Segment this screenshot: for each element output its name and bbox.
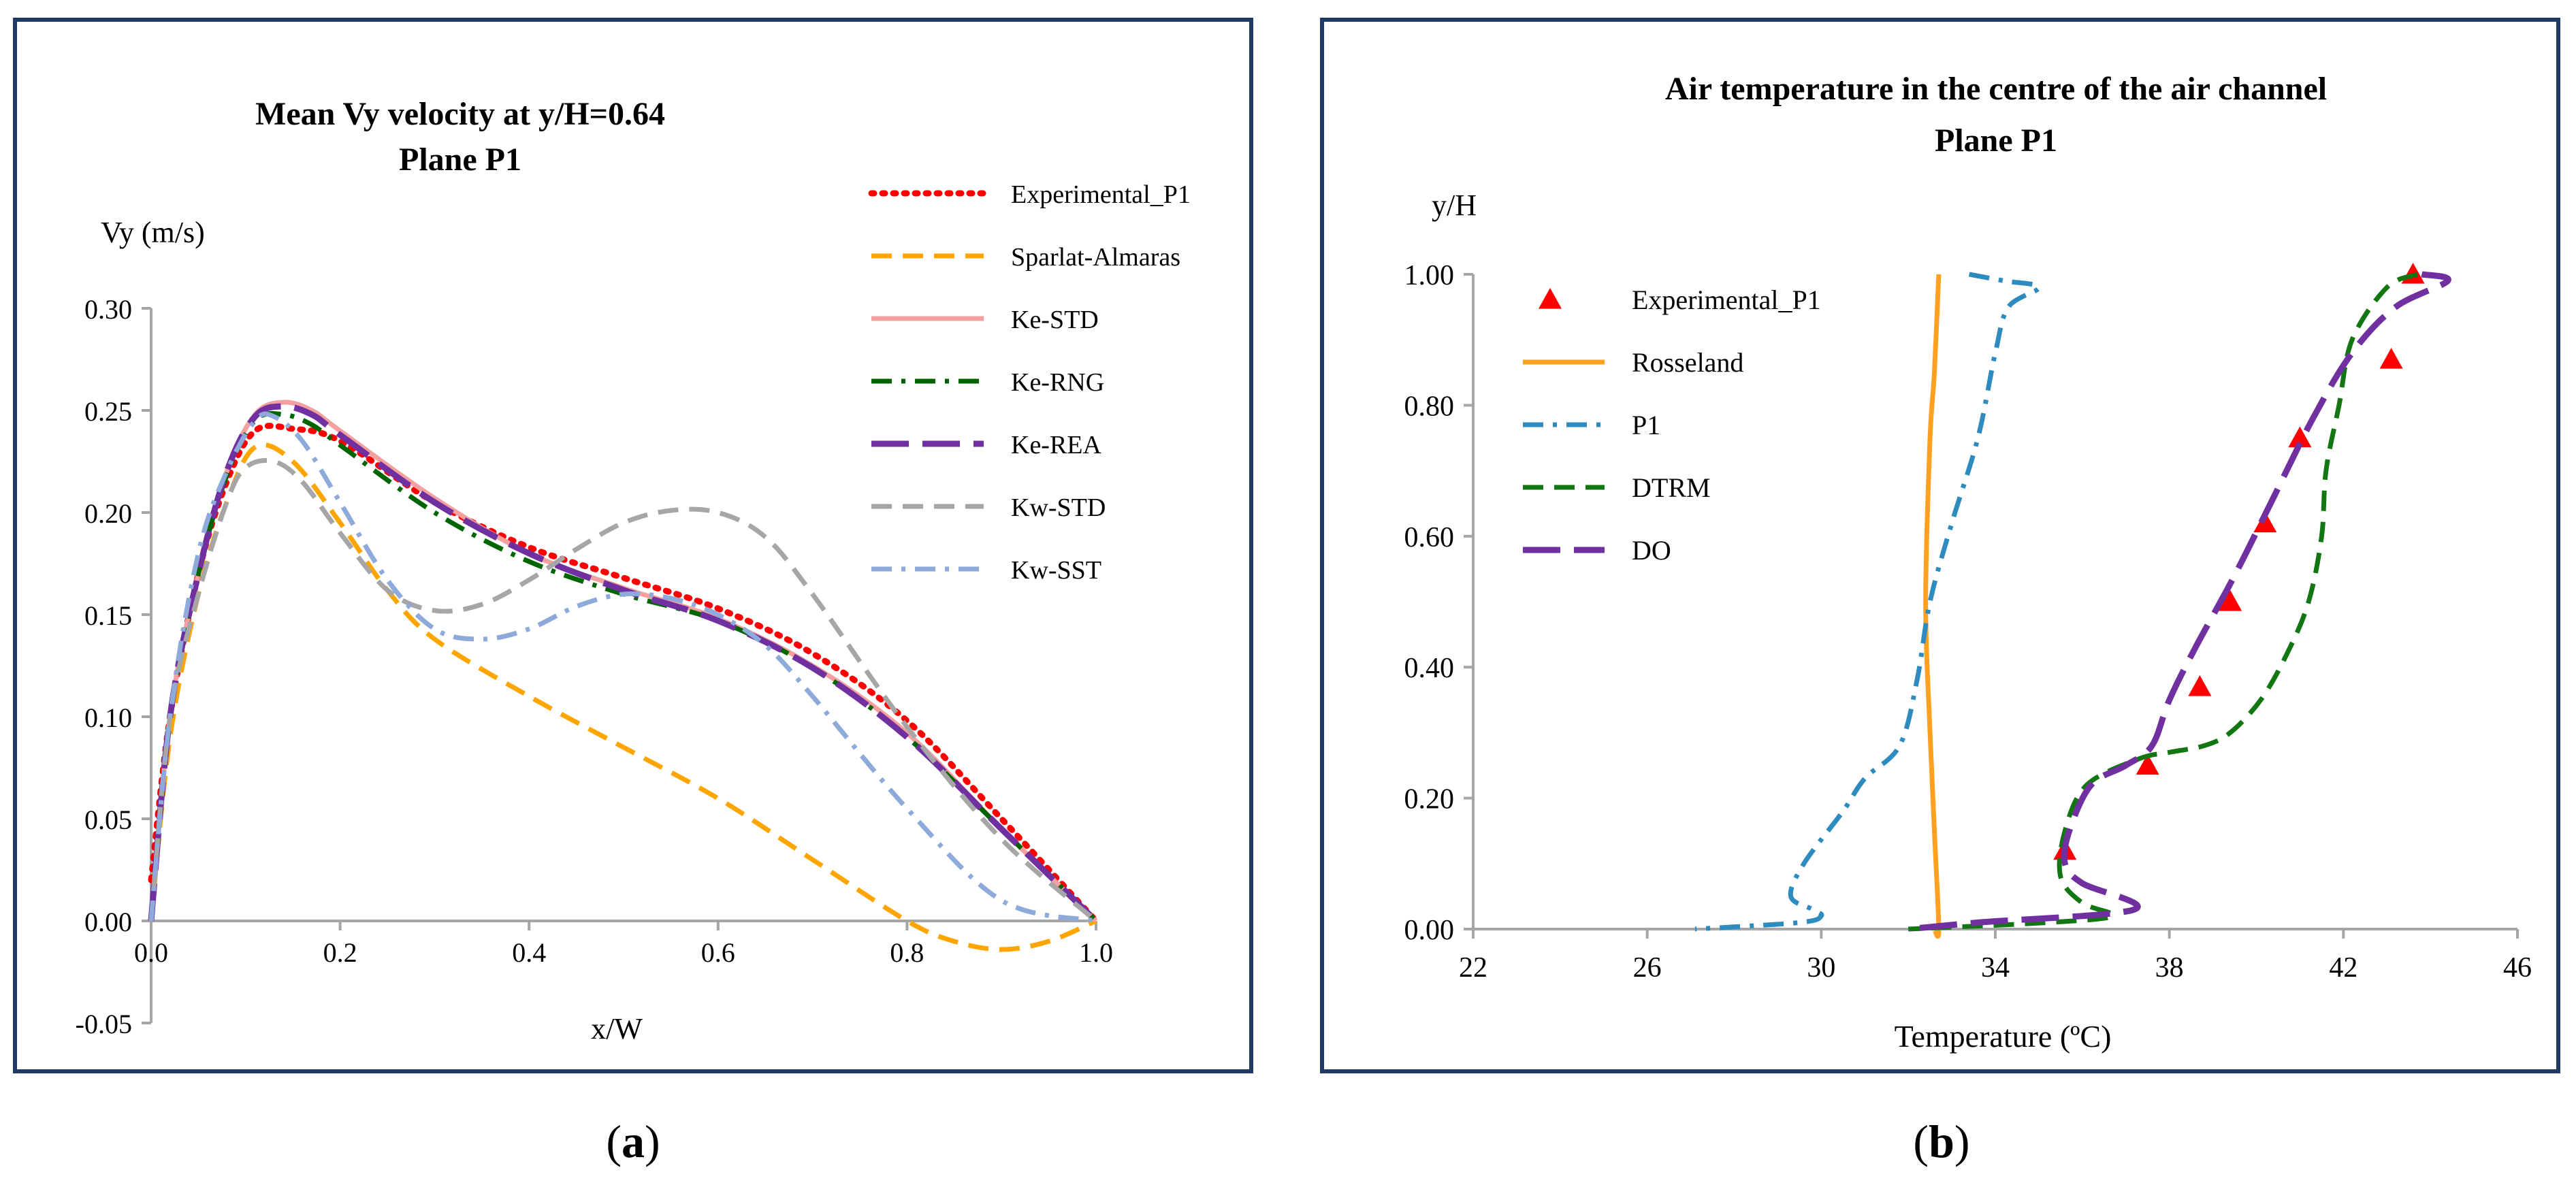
panel-b-title: Air temperature in the centre of the air… <box>1665 71 2327 107</box>
y-tick-label: 0.10 <box>84 702 132 733</box>
panel-b-border <box>1320 18 2560 1073</box>
panel-a-title: Mean Vy velocity at y/H=0.64 <box>255 96 665 132</box>
caption-a-close: ) <box>645 1116 660 1167</box>
legend-label-experimental-p1: Experimental_P1 <box>1011 180 1191 209</box>
series-line-dtrm <box>1908 272 2419 932</box>
series-line-kw-sst <box>148 411 1097 924</box>
legend-label-p1: P1 <box>1632 410 1660 440</box>
legend-label-ke-rng: Ke-RNG <box>1011 368 1104 397</box>
caption-b: (b) <box>1913 1116 1969 1167</box>
x-tick-label: 0.0 <box>134 937 168 968</box>
panel-b-ylabel: y/H <box>1432 189 1477 222</box>
caption-b-close: ) <box>1954 1116 1970 1167</box>
legend-label-do: DO <box>1632 535 1671 566</box>
x-tick-label: 42 <box>2329 952 2357 984</box>
data-point-experimental-p1 <box>2136 753 2159 775</box>
y-tick-label: 0.30 <box>84 294 132 325</box>
x-tick-label: 22 <box>1459 952 1487 984</box>
caption-b-open: ( <box>1913 1116 1929 1167</box>
caption-b-letter: b <box>1929 1116 1954 1167</box>
x-tick-label: 1.0 <box>1079 937 1113 968</box>
panel-a-ylabel: Vy (m/s) <box>101 216 205 249</box>
panel-a-border <box>13 18 1253 1073</box>
x-tick-label: 0.4 <box>512 937 546 968</box>
panel-b-plot: 0.00 0.20 0.40 0.60 0.80 1.00 22 26 30 34 38 42 46 <box>1404 260 2532 984</box>
series-line-rosseland <box>1923 274 1942 939</box>
data-point-experimental-p1 <box>2379 348 2403 369</box>
x-tick-label: 38 <box>2155 952 2184 984</box>
panel-a-legend: Experimental_P1 Sparlat-Almaras Ke-STD Ke-R… <box>868 180 1191 585</box>
panel-b-xlabel: Temperature (ºC) <box>1895 1019 2112 1054</box>
legend-label-sparlat-almaras: Sparlat-Almaras <box>1011 243 1180 272</box>
legend-label-experimental-p1: Experimental_P1 <box>1632 285 1821 315</box>
y-tick-label: 0.20 <box>1404 784 1455 815</box>
data-point-experimental-p1 <box>2219 590 2242 611</box>
legend-swatch-experimental-p1 <box>1539 288 1562 309</box>
y-tick-label: 0.20 <box>84 498 132 529</box>
x-tick-label: 0.2 <box>323 937 357 968</box>
x-tick-label: 46 <box>2503 952 2532 984</box>
y-tick-label: -0.05 <box>76 1009 132 1039</box>
legend-label-rosseland: Rosseland <box>1632 347 1743 378</box>
y-tick-label: 0.15 <box>84 600 132 631</box>
x-tick-label: 26 <box>1633 952 1662 984</box>
series-line-ke-rea <box>148 403 1099 924</box>
panel-a-xlabel: x/W <box>591 1012 643 1045</box>
panel-a-plot: -0.05 0.00 0.05 0.10 0.15 0.20 0.25 0.30 0.0 0.2 0… <box>76 294 1113 1039</box>
y-tick-label: 0.00 <box>1404 915 1455 946</box>
panel-a-subtitle: Plane P1 <box>399 142 521 178</box>
y-tick-label: 0.40 <box>1404 653 1455 684</box>
series-line-do <box>1907 271 2451 932</box>
legend-label-kw-std: Kw-STD <box>1011 493 1106 522</box>
x-tick-label: 34 <box>1981 952 2010 984</box>
y-tick-label: 0.80 <box>1404 391 1455 422</box>
data-point-experimental-p1 <box>2288 426 2312 448</box>
panel-b-legend: Experimental_P1 Rosseland P1 DTRM DO <box>1523 285 1821 566</box>
series-line-kw-std <box>148 458 1098 923</box>
x-tick-label: 0.8 <box>890 937 924 968</box>
caption-a: (a) <box>606 1116 660 1167</box>
caption-a-open: ( <box>606 1116 622 1167</box>
panel-b-subtitle: Plane P1 <box>1935 123 2057 159</box>
panel-a: Mean Vy velocity at y/H=0.64 Plane P1 Vy… <box>13 18 1253 1073</box>
y-tick-label: 1.00 <box>1404 260 1455 291</box>
y-tick-label: 0.25 <box>84 396 132 427</box>
y-tick-label: 0.05 <box>84 805 132 835</box>
x-tick-label: 30 <box>1807 952 1835 984</box>
data-point-experimental-p1 <box>2253 511 2277 533</box>
caption-a-letter: a <box>622 1116 645 1167</box>
legend-label-dtrm: DTRM <box>1632 472 1711 503</box>
data-point-experimental-p1 <box>2188 675 2212 696</box>
legend-label-kw-sst: Kw-SST <box>1011 556 1101 585</box>
y-tick-label: 0.00 <box>84 907 132 937</box>
legend-label-ke-rea: Ke-REA <box>1011 431 1102 459</box>
x-tick-label: 0.6 <box>701 937 735 968</box>
legend-label-ke-std: Ke-STD <box>1011 306 1099 334</box>
panel-b: Air temperature in the centre of the air… <box>1320 18 2560 1073</box>
y-tick-label: 0.60 <box>1404 522 1455 553</box>
